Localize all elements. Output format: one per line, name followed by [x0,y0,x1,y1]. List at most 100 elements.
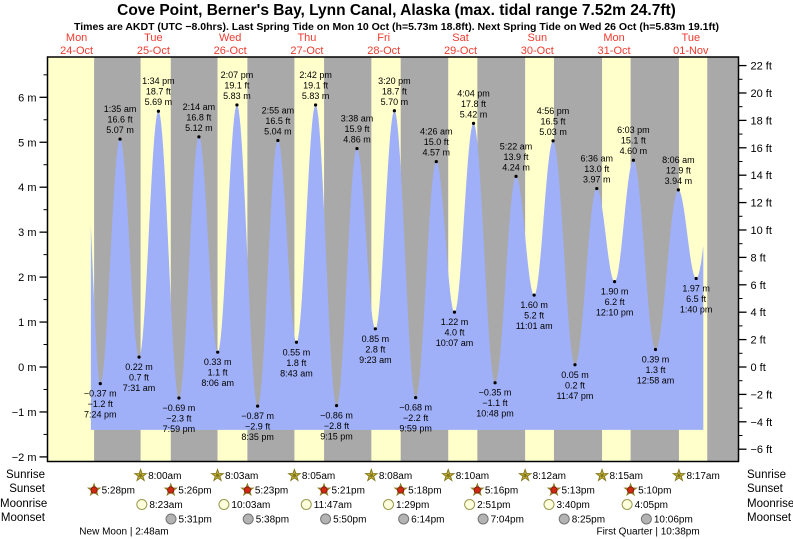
tide-extreme-label: 1.1 ft [208,368,229,378]
moonset-circle-icon [477,513,489,525]
day-of-week-label: Sat [452,32,469,44]
y-axis-left-label: 6 m [18,92,36,104]
tide-extreme-label: 8:06 am [201,378,234,388]
plot-border [46,56,740,463]
sunrise-center-dot-icon [292,473,297,478]
sunrise-time-label: 8:10am [456,471,489,482]
moonset-time-label: 5:50pm [333,515,366,526]
moonset-time-label: 10:06pm [654,515,693,526]
tide-extreme-label: 19.1 ft [303,80,329,90]
sunrise-time-label: 8:03am [225,471,258,482]
moonrise-circle-icon [218,499,230,510]
tide-extreme-dot [137,355,141,359]
tide-extreme-label: 4:04 pm [457,88,490,98]
sunset-red-dot-icon [626,486,635,494]
tide-extreme-label: 4.57 m [423,148,451,158]
y-axis-right-label: −6 ft [751,444,773,456]
day-date-label: 25-Oct [137,45,170,57]
y-axis-left-label: 0 m [18,362,36,374]
moonset-time-label: 6:14pm [411,515,444,526]
tide-extreme-dot [373,327,377,331]
tide-extreme-dot [434,159,438,164]
tide-extreme-label: 1.22 m [441,317,469,327]
tide-extreme-label: 15.9 ft [344,124,370,134]
day-of-week-label: Tue [144,32,163,44]
tide-extreme-annotation: −0.68 m−2.2 ft9:59 pm [399,395,432,434]
moonrise-time-label: 10:03am [231,500,270,511]
sunrise-row-label-left: Sunrise [6,469,45,481]
tide-extreme-dot [313,103,318,107]
y-axis-right-label: 8 ft [751,252,766,264]
y-axis-right-label: 22 ft [751,61,772,73]
moonrise-time-label: 11:47am [314,500,352,511]
sunrise-marker: 8:10am [441,467,489,482]
tide-extreme-dot [235,103,239,107]
moonrise-marker: 4:05pm [621,499,668,511]
tide-extreme-label: 3.97 m [583,175,611,185]
sunset-marker: 5:10pm [623,482,671,497]
tide-extreme-dot [532,293,536,297]
tide-extreme-dot [294,340,299,344]
tide-extreme-label: 4.0 ft [444,328,465,338]
moonset-marker: 5:38pm [242,513,289,526]
sunset-marker: 5:18pm [393,482,442,497]
tide-extreme-label: 5.69 m [145,97,173,107]
tide-extreme-label: 3:20 pm [378,76,411,86]
tide-extreme-dot [414,395,418,400]
y-axis-left-label: 4 m [18,182,36,194]
tide-extreme-label: 8:43 am [280,368,313,378]
tide-extreme-label: 5.07 m [106,125,134,135]
page-title: Cove Point, Berner's Bay, Lynn Canal, Al… [117,2,676,19]
tide-extreme-label: 1:35 am [104,104,137,114]
moon-phase-label: New Moon | 2:48am [79,527,168,538]
tide-extreme-label: 6.5 ft [686,294,707,304]
tide-extreme-label: 5.04 m [264,126,292,136]
tide-extreme-label: 5.42 m [460,109,488,119]
tide-extreme-label: 5.83 m [223,91,251,101]
tide-extreme-dot [334,404,339,408]
y-axis-right-label: 4 ft [751,307,766,319]
tide-extreme-label: −2.3 ft [166,414,192,424]
tide-extreme-dot [471,121,476,125]
tide-extreme-annotation: 0.85 m2.8 ft9:23 am [359,327,392,365]
moonset-marker: 5:31pm [165,513,212,526]
tide-extreme-label: −0.68 m [399,403,432,413]
sunset-red-dot-icon [243,486,251,494]
tide-extreme-label: 10:48 pm [476,409,514,419]
tide-extreme-label: 8:06 am [662,155,695,165]
tide-extreme-annotation: −0.87 m−2.9 ft8:35 pm [241,404,274,442]
tide-extreme-label: 8:35 pm [241,432,274,442]
tide-extreme-label: 15.1 ft [621,136,647,146]
sunrise-marker: 8:08am [364,467,412,482]
sunset-marker: 5:23pm [240,482,288,497]
day-of-week-label: Thu [297,32,316,44]
sunrise-marker: 8:12am [517,467,566,482]
moonrise-circle-icon [136,499,148,510]
moonset-time-label: 5:31pm [179,515,212,526]
moonset-time-label: 5:38pm [256,515,289,526]
tide-extreme-annotation: −0.37 m−1.2 ft7:24 pm [84,382,117,420]
tide-extreme-label: 13.0 ft [584,164,610,174]
tide-extreme-label: 0.22 m [125,362,153,372]
tide-extreme-label: −0.86 m [320,411,353,421]
tide-extreme-dot [551,139,555,143]
y-axis-right-label: 14 ft [751,170,772,182]
sunset-marker: 5:13pm [546,482,595,497]
sunset-time-label: 5:10pm [638,486,671,497]
tide-extreme-label: 1.90 m [601,287,629,297]
sunrise-center-dot-icon [138,473,143,478]
moonset-marker: 8:25pm [558,513,605,526]
moonset-circle-icon [640,513,652,525]
tide-extreme-label: 3:38 am [341,114,374,124]
moonset-time-label: 8:25pm [572,515,605,526]
tide-extreme-label: 3.94 m [665,176,693,186]
tide-extreme-dot [452,310,457,314]
